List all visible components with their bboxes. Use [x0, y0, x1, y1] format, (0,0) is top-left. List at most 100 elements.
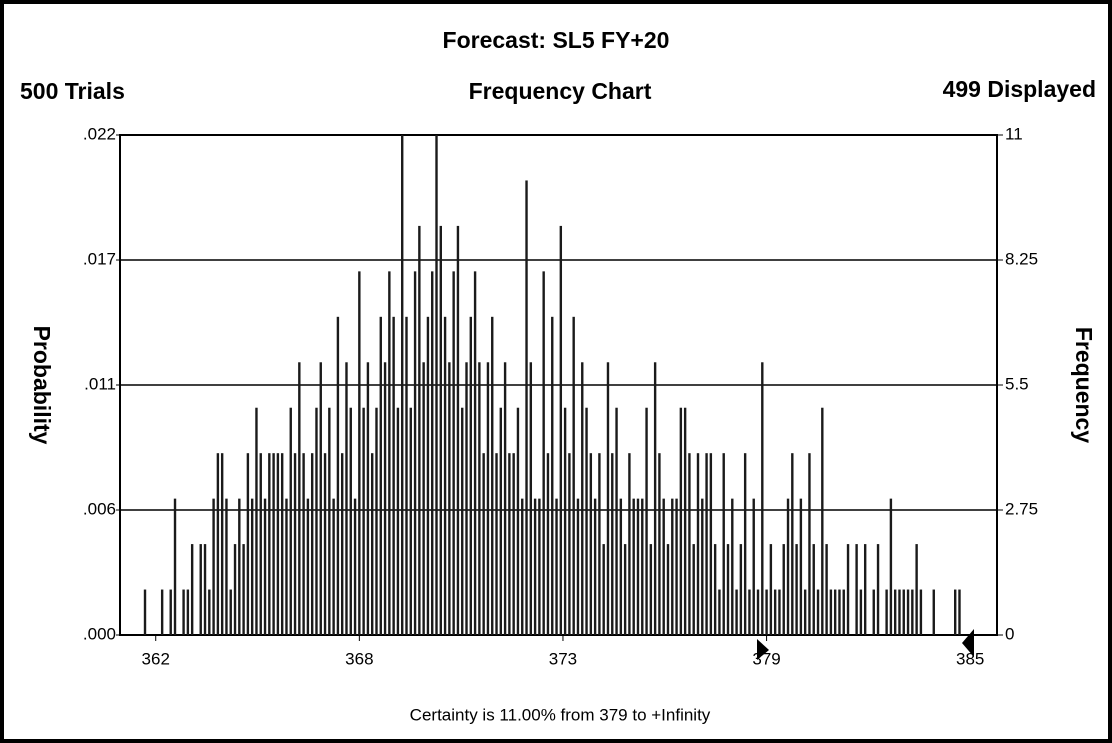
bar — [358, 271, 361, 635]
bar — [246, 453, 250, 635]
bar — [443, 316, 447, 635]
bar — [190, 544, 194, 635]
bar — [628, 453, 631, 635]
bar — [752, 498, 755, 635]
bar — [958, 589, 961, 635]
bar — [529, 362, 533, 635]
bar — [310, 453, 314, 635]
y-tick-label: .000 — [83, 624, 116, 643]
bar — [491, 316, 494, 635]
bar — [683, 407, 687, 635]
bar — [208, 589, 211, 635]
bar — [709, 453, 713, 635]
bar — [263, 498, 267, 635]
bar — [383, 362, 387, 635]
bar — [173, 498, 177, 635]
bar — [739, 544, 743, 635]
bar — [666, 544, 670, 635]
bar — [593, 498, 597, 635]
bar — [615, 407, 618, 635]
bar — [898, 589, 901, 635]
bar — [572, 316, 575, 635]
y-tick-label: .022 — [83, 124, 116, 143]
bar — [821, 407, 824, 635]
bar — [748, 589, 751, 635]
bar — [289, 407, 292, 635]
trials-label: 500 Trials — [20, 78, 125, 104]
bar — [675, 498, 678, 635]
bar — [298, 362, 301, 635]
bar — [508, 453, 511, 635]
bar — [671, 498, 674, 635]
bar — [658, 453, 661, 635]
bar — [641, 498, 644, 635]
bar — [160, 589, 164, 635]
bar — [143, 589, 147, 635]
bar — [366, 362, 370, 635]
bar — [705, 453, 708, 635]
bar — [701, 498, 704, 635]
bar — [371, 453, 374, 635]
bar — [186, 589, 190, 635]
bar — [469, 316, 472, 635]
bar — [889, 498, 893, 635]
bar — [233, 544, 237, 635]
bar — [439, 225, 442, 635]
x-tick-label: 362 — [142, 649, 170, 668]
bar — [465, 362, 468, 635]
bar — [285, 498, 288, 635]
bar — [893, 589, 897, 635]
bar — [362, 407, 365, 635]
bar — [619, 498, 623, 635]
bar — [340, 453, 344, 635]
bar — [182, 589, 185, 635]
bar — [242, 544, 245, 635]
bar — [431, 271, 434, 635]
bar — [473, 271, 477, 635]
chart-subtitle: Frequency Chart — [469, 78, 652, 104]
bar — [250, 498, 254, 635]
bar — [816, 589, 820, 635]
y2-axis-label: Frequency — [1071, 327, 1097, 444]
bar — [169, 589, 172, 635]
bar — [349, 407, 352, 635]
bar — [563, 407, 567, 635]
bar — [735, 589, 738, 635]
bar — [418, 225, 421, 635]
bar — [688, 453, 691, 635]
bar — [452, 271, 455, 635]
bar — [229, 589, 232, 635]
bar — [255, 407, 258, 635]
bar — [516, 407, 520, 635]
bar — [782, 544, 785, 635]
bar — [503, 362, 507, 635]
bar — [478, 362, 481, 635]
bar — [521, 498, 524, 635]
bar — [662, 498, 665, 635]
bar — [696, 453, 700, 635]
bar — [495, 453, 498, 635]
bar — [833, 589, 837, 635]
bar — [555, 498, 558, 635]
bar — [559, 225, 563, 635]
bar — [280, 453, 284, 635]
bar — [276, 453, 280, 635]
bar — [915, 544, 918, 635]
bar — [838, 589, 841, 635]
bar — [225, 498, 228, 635]
bar — [636, 498, 640, 635]
bar — [512, 453, 515, 635]
bar — [722, 453, 725, 635]
bar — [602, 544, 605, 635]
bar — [872, 589, 875, 635]
bar — [388, 271, 391, 635]
bar — [859, 589, 863, 635]
certainty-marker-right — [962, 629, 974, 657]
bar — [812, 544, 815, 635]
bar — [199, 544, 202, 635]
bar — [268, 453, 271, 635]
bar — [272, 453, 275, 635]
bar — [902, 589, 905, 635]
bar — [623, 544, 627, 635]
